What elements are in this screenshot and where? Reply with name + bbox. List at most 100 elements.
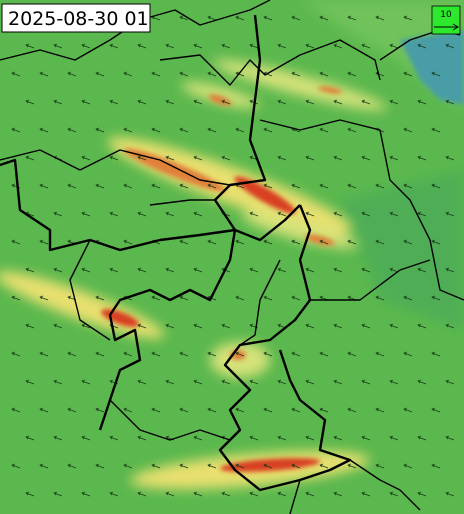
wind-arrow — [417, 435, 427, 441]
legend-box — [431, 5, 461, 35]
wind-arrow — [319, 407, 329, 413]
wind-arrow — [235, 351, 245, 357]
wind-arrow — [305, 379, 315, 385]
wind-arrow — [431, 295, 441, 301]
wind-arrow — [375, 351, 385, 357]
wind-arrow — [333, 211, 343, 217]
wind-arrow — [53, 491, 63, 497]
wind-arrow — [347, 15, 357, 21]
wind-arrow — [389, 99, 399, 105]
wind-arrow — [417, 379, 427, 385]
wind-arrow — [347, 407, 357, 413]
wind-arrow — [67, 407, 77, 413]
wind-arrow — [53, 211, 63, 217]
wind-arrow — [333, 435, 343, 441]
wind-arrow — [319, 183, 329, 189]
wind-arrow — [95, 183, 105, 189]
wind-arrow — [179, 351, 189, 357]
wind-arrow — [179, 127, 189, 133]
wind-arrow — [25, 323, 35, 329]
wind-arrow — [277, 99, 287, 105]
wind-arrow — [417, 43, 427, 49]
wind-arrow — [403, 295, 413, 301]
wind-arrow — [221, 491, 231, 497]
wind-arrow — [291, 183, 301, 189]
wind-arrow — [137, 323, 147, 329]
wind-arrow — [67, 183, 77, 189]
wind-arrow — [403, 71, 413, 77]
wind-arrow — [95, 71, 105, 77]
border — [259, 119, 464, 301]
core — [318, 86, 342, 94]
wind-arrow — [403, 183, 413, 189]
wind-arrow — [193, 155, 203, 161]
wind-arrow — [53, 379, 63, 385]
wind-arrow — [277, 379, 287, 385]
wind-arrow — [417, 155, 427, 161]
border — [149, 199, 215, 206]
wind-arrow — [25, 379, 35, 385]
wind-arrow — [179, 15, 189, 21]
wind-arrow — [445, 155, 455, 161]
wind-arrow — [165, 323, 175, 329]
streak — [181, 82, 259, 108]
wind-arrow — [39, 463, 49, 469]
wind-arrow — [81, 43, 91, 49]
wind-arrow — [333, 323, 343, 329]
wind-arrow — [277, 435, 287, 441]
wind-arrow — [123, 239, 133, 245]
wind-arrow — [137, 43, 147, 49]
wind-arrow — [207, 127, 217, 133]
wind-arrow — [403, 463, 413, 469]
wind-arrow — [277, 267, 287, 273]
wind-arrow — [319, 239, 329, 245]
wind-arrow — [417, 267, 427, 273]
wind-arrow — [81, 323, 91, 329]
wind-arrow — [431, 71, 441, 77]
wind-arrow — [445, 435, 455, 441]
wind-arrow — [151, 463, 161, 469]
wind-arrow — [53, 323, 63, 329]
wind-arrow — [179, 463, 189, 469]
wind-arrow — [193, 211, 203, 217]
wind-arrow — [361, 211, 371, 217]
wind-arrow — [137, 491, 147, 497]
wind-arrow — [389, 155, 399, 161]
wind-arrow — [235, 239, 245, 245]
border — [310, 259, 431, 301]
wind-arrow — [347, 239, 357, 245]
wind-arrow — [235, 71, 245, 77]
border — [239, 259, 281, 346]
wind-arrow — [109, 155, 119, 161]
wind-arrow — [291, 407, 301, 413]
wind-arrow — [109, 211, 119, 217]
wind-arrow — [417, 99, 427, 105]
wind-arrow — [179, 407, 189, 413]
wind-arrow — [445, 99, 455, 105]
wind-arrow — [249, 435, 259, 441]
wind-arrow — [291, 15, 301, 21]
wind-arrow — [375, 239, 385, 245]
wind-arrow — [137, 435, 147, 441]
core — [123, 148, 227, 192]
wind-arrow — [151, 71, 161, 77]
wind-arrow — [207, 71, 217, 77]
wind-arrow — [81, 379, 91, 385]
wind-arrow — [165, 99, 175, 105]
wind-arrow — [53, 267, 63, 273]
wind-arrow — [81, 155, 91, 161]
wind-arrow — [347, 71, 357, 77]
wind-arrow — [95, 127, 105, 133]
wind-arrow — [81, 267, 91, 273]
wind-arrow — [193, 435, 203, 441]
wind-arrow — [361, 435, 371, 441]
wind-arrow — [235, 127, 245, 133]
wind-arrow — [193, 379, 203, 385]
wind-arrow — [193, 323, 203, 329]
wind-arrow — [137, 379, 147, 385]
wind-arrow — [291, 351, 301, 357]
wind-arrow — [53, 435, 63, 441]
wind-arrow — [263, 351, 273, 357]
wind-arrow — [25, 435, 35, 441]
